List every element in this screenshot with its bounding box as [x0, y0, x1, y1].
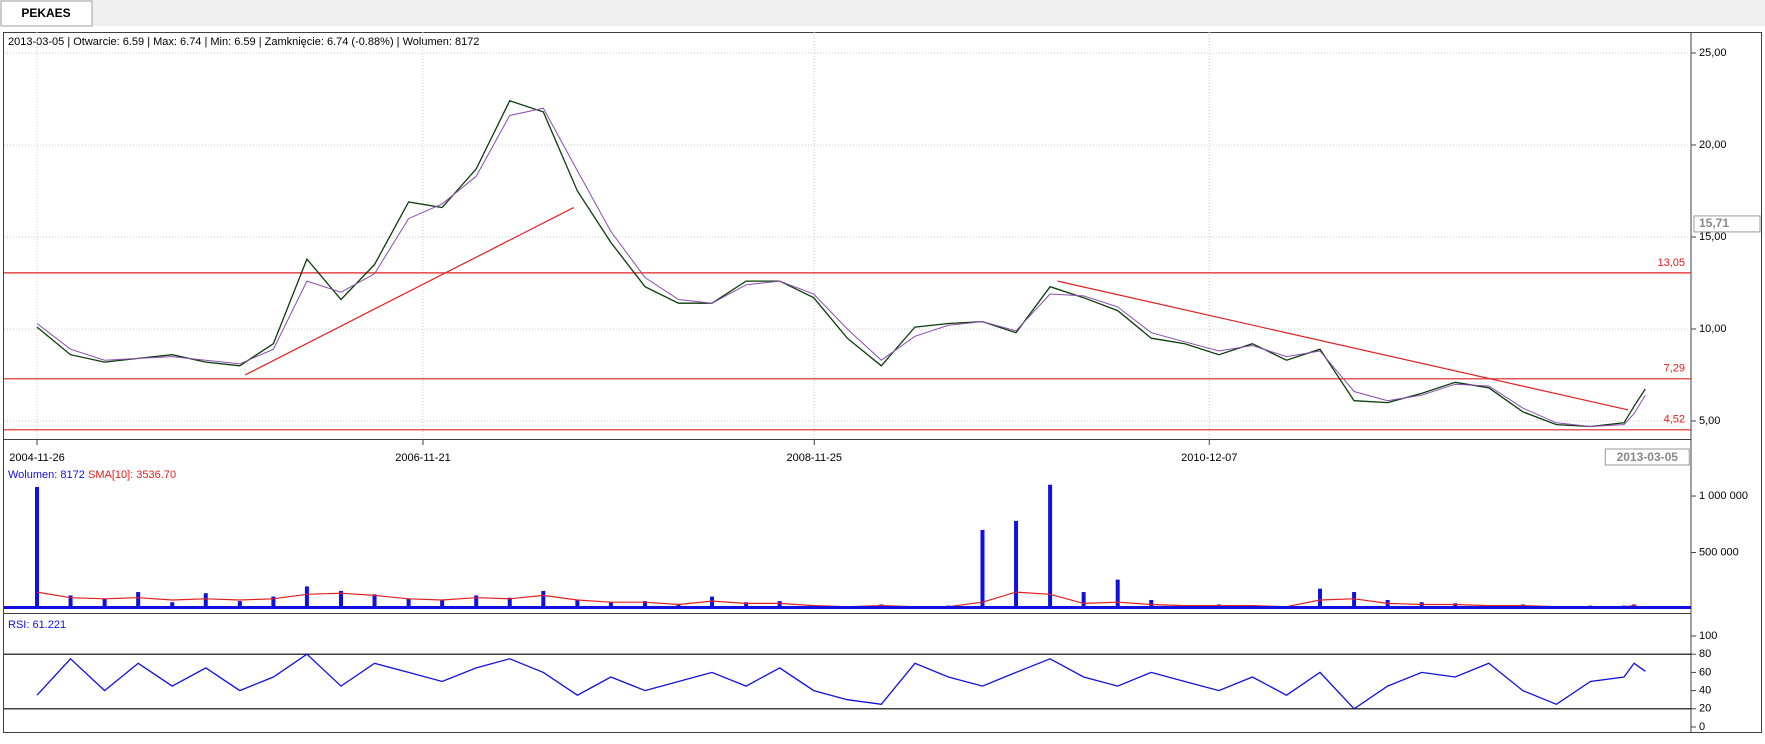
x-marker-box	[1604, 448, 1690, 466]
y-tick-label: 15,00	[1699, 231, 1727, 243]
volume-bar	[440, 599, 445, 609]
y-tick-label: 25,00	[1699, 47, 1727, 59]
frame	[3, 32, 1762, 733]
y-tick-label: 10,00	[1699, 323, 1727, 335]
volume-bar	[1352, 592, 1357, 609]
volume-sma-label: SMA[10]: 3536.70	[88, 469, 176, 481]
y-tick-label: 500 000	[1699, 546, 1739, 558]
x-marker-label: 2013-03-05	[1617, 450, 1679, 464]
volume-bar	[136, 592, 141, 609]
volume-bar	[406, 598, 411, 609]
y-tick-label: 40	[1699, 685, 1711, 697]
x-tick-label: 2006-11-21	[395, 452, 450, 464]
volume-bar	[338, 590, 343, 609]
volume-bar	[68, 595, 73, 609]
horizontal-line-label: 13,05	[1657, 257, 1685, 269]
volume-bar	[710, 596, 715, 609]
y-tick-label: 20,00	[1699, 139, 1727, 151]
price-line	[36, 653, 1646, 710]
info-text: 2013-03-05 | Otwarcie: 6.59 | Max: 6.74 …	[8, 36, 479, 48]
cursor-box	[1693, 215, 1761, 233]
volume-bar	[102, 598, 107, 609]
y-tick-label: 0	[1699, 721, 1705, 733]
volume-bar	[1048, 484, 1053, 609]
price-line	[36, 100, 1646, 428]
x-tick-label: 2008-11-25	[787, 452, 842, 464]
volume-bar	[1318, 588, 1323, 609]
y-tick-label: 60	[1699, 666, 1711, 678]
tab[interactable]	[0, 0, 93, 27]
trend-line	[244, 206, 574, 376]
panel-label: RSI: 61.221	[8, 619, 66, 631]
volume-bar	[777, 601, 782, 609]
volume-bar	[271, 596, 276, 609]
volume-bar	[203, 593, 208, 609]
price-line	[36, 107, 1646, 428]
volume-bar	[1419, 602, 1424, 609]
volume-bar	[35, 486, 40, 609]
volume-bar	[541, 590, 546, 609]
trend-line	[1057, 280, 1629, 411]
volume-bar	[372, 594, 377, 609]
volume-bar	[744, 602, 749, 609]
horizontal-line-label: 4,52	[1664, 414, 1685, 426]
volume-bar	[642, 601, 647, 609]
y-tick-label: 100	[1699, 630, 1717, 642]
x-tick-label: 2004-11-26	[9, 452, 64, 464]
volume-bar	[474, 595, 479, 609]
horizontal-line-label: 7,29	[1664, 363, 1685, 375]
volume-bar	[237, 601, 242, 609]
volume-bar	[1115, 579, 1120, 609]
volume-bar	[507, 597, 512, 609]
y-tick-label: 20	[1699, 703, 1711, 715]
tab-label[interactable]: PEKAES	[21, 6, 70, 20]
x-tick-label: 2010-12-07	[1181, 452, 1237, 464]
volume-bar	[1014, 520, 1019, 609]
volume-bar	[608, 602, 613, 609]
tab-strip	[0, 0, 1765, 26]
volume-label: Wolumen: 8172	[8, 469, 85, 481]
volume-bar	[980, 529, 985, 609]
volume-bar	[1081, 592, 1086, 609]
cursor-label: 15,71	[1699, 216, 1729, 230]
y-tick-label: 5,00	[1699, 415, 1720, 427]
y-tick-label: 1 000 000	[1699, 490, 1748, 502]
volume-bar	[304, 586, 309, 609]
volume-bar	[575, 599, 580, 609]
volume-bar	[170, 602, 175, 609]
volume-floor	[4, 606, 1691, 609]
volume-bar	[1385, 599, 1390, 609]
y-tick-label: 80	[1699, 648, 1711, 660]
